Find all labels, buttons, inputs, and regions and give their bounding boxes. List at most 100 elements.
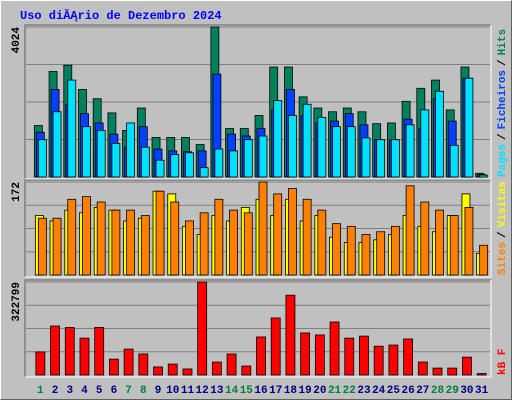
bar	[111, 209, 121, 276]
bar	[479, 244, 489, 276]
bar	[37, 217, 47, 276]
bar	[82, 196, 91, 276]
bar	[332, 126, 341, 178]
bar	[64, 327, 75, 376]
legend-entry: Pages	[497, 144, 509, 177]
bar	[214, 198, 224, 276]
x-tick-label: 3	[66, 385, 73, 397]
x-tick-label: 19	[299, 385, 312, 397]
bar	[229, 150, 238, 178]
bar	[420, 201, 430, 276]
x-tick-label: 24	[372, 385, 386, 397]
x-tick-label: 21	[328, 385, 342, 397]
x-tick-label: 1	[37, 385, 44, 397]
bar	[126, 122, 136, 178]
bar	[435, 209, 444, 276]
bar	[109, 358, 119, 376]
bar	[67, 198, 77, 276]
x-tick-label: 9	[155, 385, 162, 397]
bar	[449, 144, 459, 178]
x-tick-label: 6	[111, 385, 118, 397]
bar	[211, 361, 222, 376]
bar	[273, 100, 283, 178]
bar	[94, 327, 105, 376]
bar	[359, 335, 369, 376]
bar	[361, 234, 371, 276]
panel-border-light	[25, 25, 492, 180]
legend-entry: Ficheiros	[497, 70, 509, 129]
bar	[270, 317, 281, 376]
panel-border-light	[25, 280, 492, 378]
bar	[197, 281, 208, 376]
bar	[214, 148, 224, 178]
x-tick-label: 11	[181, 385, 195, 397]
x-tick-label: 7	[125, 385, 132, 397]
bar	[346, 126, 356, 178]
bar	[182, 368, 193, 376]
legend-separator: /	[497, 231, 509, 238]
bar	[417, 361, 428, 376]
bar	[390, 139, 400, 178]
bar	[314, 334, 325, 376]
y-tick-label: 4024	[11, 27, 23, 54]
bar	[155, 159, 165, 178]
bar	[405, 185, 415, 276]
legend-separator: /	[497, 59, 509, 66]
x-tick-label: 17	[269, 385, 282, 397]
bar	[479, 174, 489, 178]
bar	[170, 154, 180, 178]
bar	[285, 294, 296, 376]
x-tick-label: 8	[140, 385, 147, 397]
x-tick-label: 27	[416, 385, 429, 397]
bar	[447, 367, 458, 376]
bar	[288, 188, 297, 276]
bar	[140, 215, 150, 276]
bar	[138, 353, 149, 376]
chart-title: Uso diĂĄrio de Dezembro 2024	[20, 8, 222, 23]
x-tick-label: 30	[460, 385, 473, 397]
bar	[273, 193, 283, 276]
bar	[126, 209, 136, 276]
x-tick-label: 5	[96, 385, 103, 397]
bar	[82, 126, 91, 178]
x-tick-label: 29	[446, 385, 459, 397]
bar	[96, 201, 106, 276]
bar	[52, 111, 62, 178]
legend-entry: Sites	[497, 242, 509, 275]
bar	[170, 201, 180, 276]
x-tick-label: 25	[387, 385, 401, 397]
legend-entry: kB F	[497, 349, 509, 375]
legend-separator: /	[497, 133, 509, 140]
bar	[243, 212, 253, 276]
panel-border-dark	[24, 24, 491, 179]
bar	[111, 143, 121, 178]
bar	[96, 130, 106, 178]
panel-border-dark	[24, 279, 491, 377]
bar	[37, 139, 47, 178]
bar	[185, 220, 194, 276]
bar	[329, 321, 340, 376]
x-tick-label: 18	[284, 385, 298, 397]
bar	[229, 209, 238, 276]
bar	[67, 79, 77, 178]
x-tick-label: 20	[313, 385, 326, 397]
bar	[403, 338, 413, 376]
bar	[256, 336, 266, 376]
y-tick-label: 322799	[11, 282, 23, 322]
bar	[317, 116, 327, 178]
x-tick-label: 28	[431, 385, 445, 397]
bar	[346, 225, 356, 276]
bar	[155, 190, 165, 276]
bar	[449, 215, 459, 276]
panel-border-light	[25, 180, 492, 278]
bar	[432, 367, 443, 376]
bar	[241, 365, 252, 376]
x-tick-label: 16	[254, 385, 267, 397]
x-tick-label: 23	[357, 385, 371, 397]
bar	[52, 217, 62, 276]
bar	[185, 152, 194, 178]
bar	[376, 139, 386, 178]
bar	[199, 167, 209, 178]
